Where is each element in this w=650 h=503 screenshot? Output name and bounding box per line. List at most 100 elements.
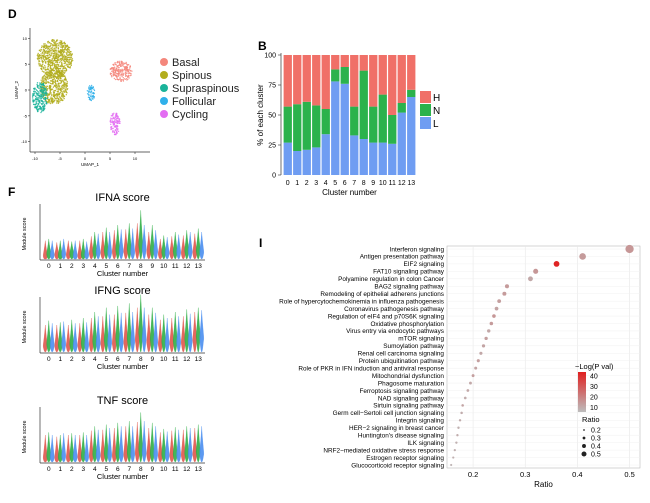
umap-point [119,120,121,123]
umap-point [52,69,55,72]
violin-shape [153,312,158,353]
violin-x-tick-label: 9 [150,356,154,363]
umap-point [43,46,45,49]
umap-point [43,106,45,108]
violin-shape [130,311,135,353]
violin-shape [89,430,94,463]
umap-point [52,50,55,52]
umap-point [47,73,49,75]
umap-point [54,65,56,67]
umap-point [45,57,47,60]
umap-point [117,116,119,118]
violin-shape [187,313,193,353]
violin-shape [192,311,198,353]
umap-point [57,71,59,73]
violin-shape [66,324,71,353]
umap-point [67,46,69,48]
umap-point [64,61,67,63]
umap-x-label: UMAP_1 [81,162,100,167]
violin-x-tick-label: 7 [127,356,131,363]
violin-shape [187,231,193,260]
violin-shape [196,307,201,353]
umap-point [55,76,58,79]
pathway-dot [492,314,496,318]
umap-point [44,69,47,71]
umap-point [57,44,59,46]
umap-point [64,56,66,58]
umap-point [91,95,94,97]
umap-point [39,57,41,59]
violin-x-tick-label: 9 [150,466,154,473]
bar-x-tick-label: 9 [371,180,375,187]
pathway-label: Protein ubiquitination pathway [359,358,445,365]
pathway-label: Regulation of eIF4 and p70S6K signaling [328,313,445,320]
umap-y-tick-label: 0 [25,88,28,93]
umap-point [51,78,54,81]
bar-x-tick-label: 2 [305,180,309,187]
violin-shape [161,314,166,353]
umap-point [67,48,69,50]
umap-point [44,73,47,75]
umap-point [34,88,36,90]
umap-point [38,107,41,109]
umap-point [46,97,48,100]
umap-point [42,68,45,70]
umap-point [60,71,63,73]
umap-point [52,82,54,85]
umap-point [33,103,35,106]
umap-point [57,74,60,76]
umap-point [59,82,61,85]
umap-point [92,94,95,97]
umap-point [126,79,128,81]
violin-shape [130,228,135,260]
umap-point [44,78,46,81]
umap-point [62,97,64,99]
umap-point [43,71,45,73]
pathway-dot [533,268,539,274]
color-legend-tick: 40 [590,374,598,381]
umap-point [61,43,63,45]
umap-point [59,61,61,64]
umap-point [58,88,60,91]
umap-point [61,47,64,49]
umap-point [46,87,49,90]
bar-segment-n [321,109,330,135]
umap-point [47,45,49,48]
umap-point [54,67,57,69]
umap-point [58,75,60,78]
umap-point [61,95,63,97]
umap-point [44,97,47,99]
umap-point [64,84,67,86]
umap-point [66,52,68,55]
pathway-dot [453,448,456,452]
umap-point [53,74,55,77]
umap-point [43,75,45,78]
umap-point [54,63,56,66]
umap-point [112,70,114,72]
pathway-dot [625,244,634,254]
umap-point [37,63,40,65]
umap-point [89,95,91,97]
umap-point [54,51,56,53]
umap-point [39,87,41,89]
umap-point [65,83,68,85]
umap-point [56,90,58,93]
dot-x-tick-label: 0.3 [520,470,530,479]
umap-point [46,85,48,87]
umap-point [56,95,58,98]
umap-point [47,66,49,68]
bar-segment-h [293,55,302,105]
umap-point [50,92,52,94]
umap-point [50,69,52,71]
bar-x-tick-label: 8 [362,180,366,187]
umap-point [44,81,46,83]
violin-x-tick-label: 3 [81,263,85,270]
umap-point [87,92,90,94]
umap-point [63,87,65,90]
violin-x-tick-label: 11 [172,356,179,363]
umap-point [45,86,48,89]
umap-point [66,88,68,91]
pathway-label: Oxidative phosphorylation [370,321,444,328]
umap-point [53,100,55,103]
